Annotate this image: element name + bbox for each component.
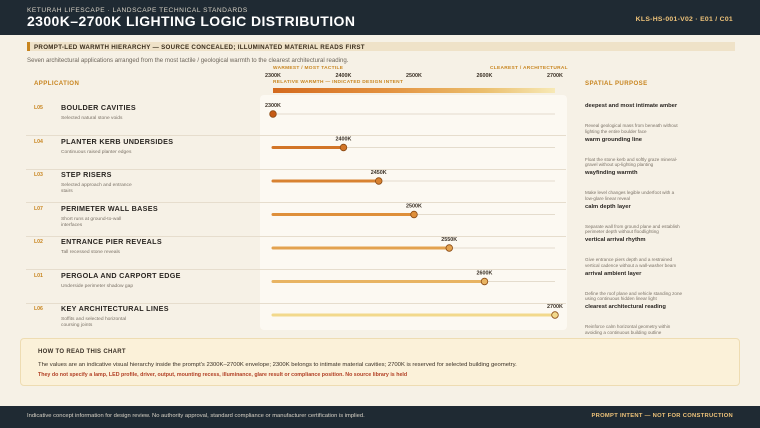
- purpose-note: Give entrance piers depth and a restrain…: [585, 257, 677, 268]
- value-point: [339, 143, 348, 152]
- purpose-label: arrival ambient layer: [585, 270, 642, 277]
- band-text: PROMPT-LED WARMTH HIERARCHY — SOURCE CON…: [34, 43, 365, 51]
- row-note: Selected approach and entrance stairs: [61, 183, 132, 194]
- axis-label: RELATIVE WARMTH — INDICATED DESIGN INTEN…: [273, 80, 404, 85]
- section-band: PROMPT-LED WARMTH HIERARCHY — SOURCE CON…: [27, 42, 735, 51]
- data-label: 2300K: [265, 103, 281, 109]
- document-code: KLS-HS-001-V02 · E01 / C01: [635, 16, 733, 23]
- value-point: [410, 210, 418, 219]
- row-label: BOULDER CAVITIES: [61, 103, 136, 112]
- how-to-warning: They do not specify a lamp, LED profile,…: [38, 372, 408, 378]
- purpose-label: vertical arrival rhythm: [585, 237, 646, 243]
- row-code: L02: [34, 239, 43, 245]
- value-point: [551, 311, 559, 319]
- purpose-label: clearest architectural reading: [585, 304, 666, 310]
- row-separator: [26, 202, 566, 203]
- column-head-purpose: SPATIAL PURPOSE: [585, 80, 648, 87]
- row-label: STEP RISERS: [61, 170, 112, 179]
- row-separator: [26, 302, 566, 304]
- purpose-note: Reveal geological mass from beneath with…: [585, 123, 678, 134]
- data-label: 2550K: [441, 237, 457, 243]
- row-note: Tall recessed stone reveals: [61, 250, 120, 255]
- purpose-label: deepest and most intimate amber: [585, 103, 678, 109]
- footer-bar: Indicative concept information for desig…: [0, 406, 760, 428]
- x-tick-label: 2700K: [547, 73, 563, 79]
- data-label: 2700K: [547, 304, 563, 310]
- band-accent: [27, 42, 30, 51]
- x-tick-label: 2500K: [406, 73, 422, 79]
- purpose-label: calm depth layer: [585, 203, 631, 210]
- purpose-label: wayfinding warmth: [585, 170, 638, 176]
- purpose-label: warm grounding line: [585, 136, 643, 143]
- row-note: Continuous raised planter edges: [61, 149, 132, 155]
- how-to-read-box: HOW TO READ THIS CHART The values are an…: [20, 338, 740, 386]
- x-tick-label: 2400K: [335, 73, 352, 79]
- value-point: [480, 277, 489, 286]
- row-note: Underside perimeter shadow gap: [61, 283, 134, 289]
- row-separator: [26, 235, 566, 237]
- row-note: Short runs at ground-to-wall interfaces: [61, 216, 122, 228]
- row-label: PERGOLA AND CARPORT EDGE: [61, 270, 181, 280]
- page-title: 2300K–2700K LIGHTING LOGIC DISTRIBUTION: [27, 13, 356, 29]
- row-note: Soffits and selected horizontal coursing…: [61, 317, 127, 328]
- row-separator: [26, 269, 566, 270]
- value-point: [445, 244, 453, 252]
- footer-disclaimer: Indicative concept information for desig…: [27, 413, 365, 419]
- row-label: KEY ARCHITECTURAL LINES: [61, 304, 169, 313]
- row-code: L07: [34, 205, 43, 212]
- how-to-heading: HOW TO READ THIS CHART: [38, 349, 126, 355]
- purpose-note: Define the roof plane and vehicle standi…: [585, 290, 683, 302]
- row-separator: [26, 168, 566, 170]
- column-head-application: APPLICATION: [34, 80, 80, 87]
- purpose-note: Reinforce calm horizontal geometry withi…: [585, 324, 671, 335]
- row-label: ENTRANCE PIER REVEALS: [61, 237, 162, 246]
- x-tick-label: 2600K: [476, 73, 493, 79]
- how-to-body: The values are an indicative visual hier…: [38, 362, 517, 368]
- header-overline: KETURAH LIFESCAPE · LANDSCAPE TECHNICAL …: [27, 7, 248, 14]
- clear-end-label: CLEAREST / ARCHITECTURAL: [490, 66, 568, 71]
- purpose-note: Make level changes legible underfoot wit…: [585, 190, 675, 201]
- value-point: [375, 177, 383, 185]
- purpose-note: Float the stone kerb and softly graze mi…: [585, 156, 678, 168]
- data-label: 2450K: [371, 170, 387, 176]
- row-code: L01: [34, 272, 43, 279]
- intro-text: Seven architectural applications arrange…: [27, 57, 349, 64]
- row-code: L05: [34, 105, 43, 111]
- data-label: 2500K: [406, 204, 422, 210]
- data-label: 2400K: [336, 137, 352, 143]
- header-bar: KETURAH LIFESCAPE · LANDSCAPE TECHNICAL …: [0, 0, 760, 35]
- value-point: [269, 110, 277, 118]
- row-note: Selected natural stone voids: [61, 116, 123, 121]
- purpose-note: Separate wall from ground plane and esta…: [585, 223, 680, 235]
- row-label: PERIMETER WALL BASES: [61, 203, 158, 213]
- row-code: L03: [34, 172, 43, 178]
- row-code: L04: [34, 138, 43, 145]
- row-code: L06: [34, 306, 43, 312]
- x-tick-label: 2300K: [265, 73, 281, 79]
- row-separator: [26, 135, 566, 136]
- data-label: 2600K: [477, 271, 493, 277]
- row-label: PLANTER KERB UNDERSIDES: [61, 136, 174, 146]
- warm-end-label: WARMEST / MOST TACTILE: [273, 66, 344, 71]
- footer-status: PROMPT INTENT — NOT FOR CONSTRUCTION: [591, 413, 733, 419]
- warmth-gradient-bar: [273, 88, 555, 93]
